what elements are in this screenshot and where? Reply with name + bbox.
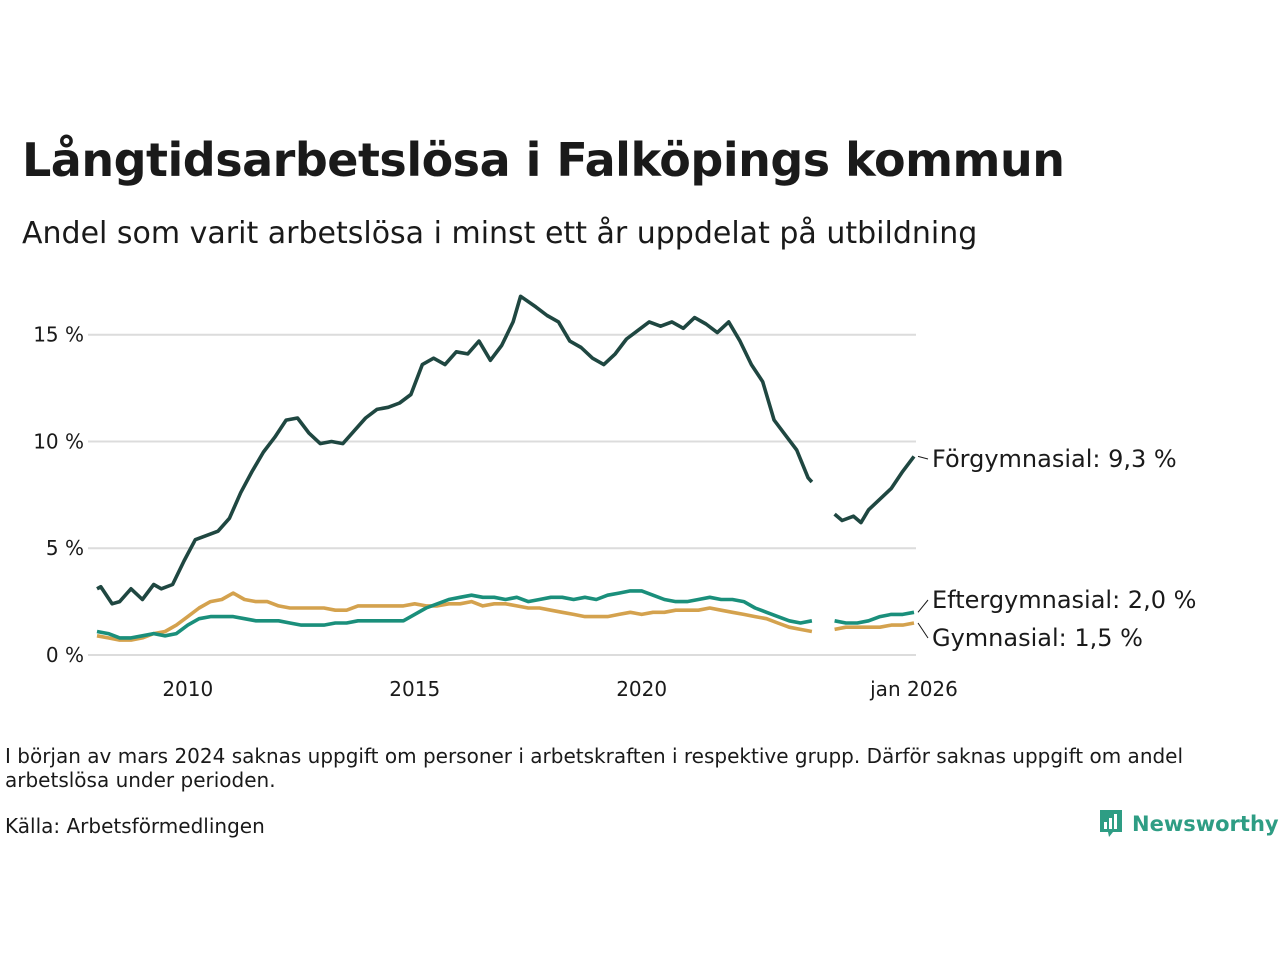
label-leader: [917, 622, 929, 639]
x-tick-label: 2020: [616, 677, 667, 701]
y-axis: 0 % 5 % 10 % 15 %: [33, 323, 84, 667]
series-lines: [96, 294, 916, 642]
series-line-eftergymnasial: [96, 589, 915, 640]
y-tick-label: 15 %: [33, 323, 84, 347]
series-line-gymnasial: [96, 591, 915, 642]
y-tick-label: 10 %: [33, 429, 84, 453]
x-axis: 2010 2015 2020 jan 2026: [162, 677, 958, 701]
brand-logo[interactable]: Newsworthy: [1098, 808, 1279, 840]
label-leader: [917, 455, 929, 460]
x-tick-label: 2015: [389, 677, 440, 701]
y-tick-label: 5 %: [46, 536, 84, 560]
series-label-eftergymnasial: Eftergymnasial: 2,0 %: [932, 586, 1196, 614]
series-labels: Gymnasial: 1,5 % Eftergymnasial: 2,0 % För…: [917, 445, 1196, 652]
chart-note: I början av mars 2024 saknas uppgift om …: [5, 744, 1184, 792]
chart-title: Långtidsarbetslösa i Falköpings kommun: [22, 133, 1065, 187]
x-tick-label: jan 2026: [869, 677, 958, 701]
grid-lines: [88, 333, 916, 656]
series-line-förgymnasial: [96, 294, 916, 606]
chart-subtitle: Andel som varit arbetslösa i minst ett å…: [22, 216, 978, 251]
y-tick-label: 0 %: [46, 643, 84, 667]
series-label-gymnasial: Gymnasial: 1,5 %: [932, 624, 1143, 652]
newsworthy-logo-icon: [1100, 810, 1122, 837]
series-label-förgymnasial: Förgymnasial: 9,3 %: [932, 445, 1177, 473]
label-leader: [917, 599, 929, 613]
source-credit: Källa: Arbetsförmedlingen: [5, 814, 265, 838]
x-tick-label: 2010: [162, 677, 213, 701]
brand-name: Newsworthy: [1132, 812, 1279, 836]
